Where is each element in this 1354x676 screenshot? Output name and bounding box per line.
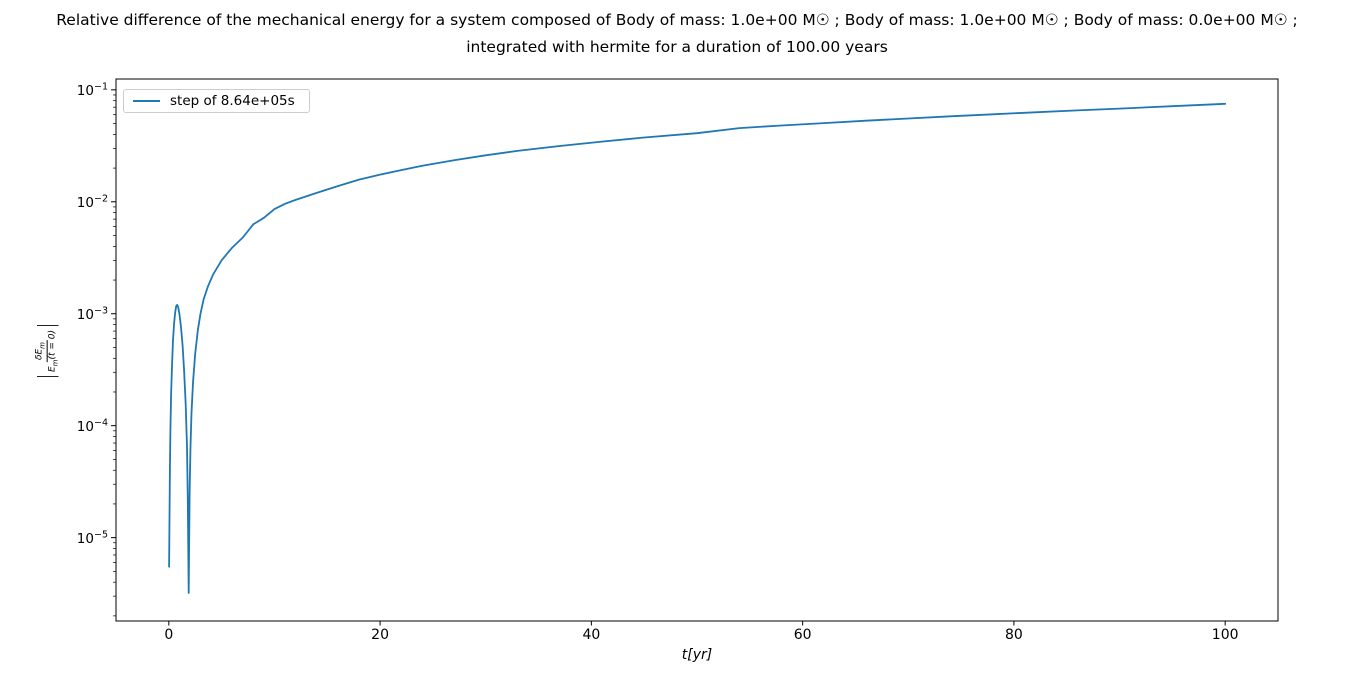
legend-label: step of 8.64e+05s [170,93,295,109]
ylabel-right-bar: | [34,321,59,329]
y-tick-label: 10−1 [76,81,108,99]
ylabel-left-bar: | [34,373,59,381]
figure-title-line2: integrated with hermite for a duration o… [466,38,888,56]
x-tick-label: 0 [164,627,174,643]
legend-line-sample-icon [133,100,160,102]
x-axis-label: t[yr] [681,647,713,663]
x-tick-label: 40 [582,627,601,643]
axes-spines [115,78,1279,622]
ylabel-denominator: Em(t = 0) [47,329,60,373]
figure-title-line1: Relative difference of the mechanical en… [56,11,1298,29]
y-tick-label: 10−5 [76,528,108,547]
y-tick-label: 10−2 [76,193,108,211]
x-tick-label: 100 [1211,627,1239,643]
y-tick-label: 10−4 [76,416,108,435]
y-tick-label: 10−3 [76,304,108,323]
y-axis-label: | δEm Em(t = 0) | [35,322,60,380]
energy-error-line [168,102,1227,594]
ylabel-fraction: δEm Em(t = 0) [34,329,60,373]
x-tick-label: 80 [1004,627,1023,643]
ylabel-numerator: δEm [34,339,48,363]
legend: step of 8.64e+05s [123,89,310,113]
figure-title: Relative difference of the mechanical en… [0,7,1354,61]
x-tick-label: 60 [793,627,812,643]
x-tick-label: 20 [371,627,389,643]
